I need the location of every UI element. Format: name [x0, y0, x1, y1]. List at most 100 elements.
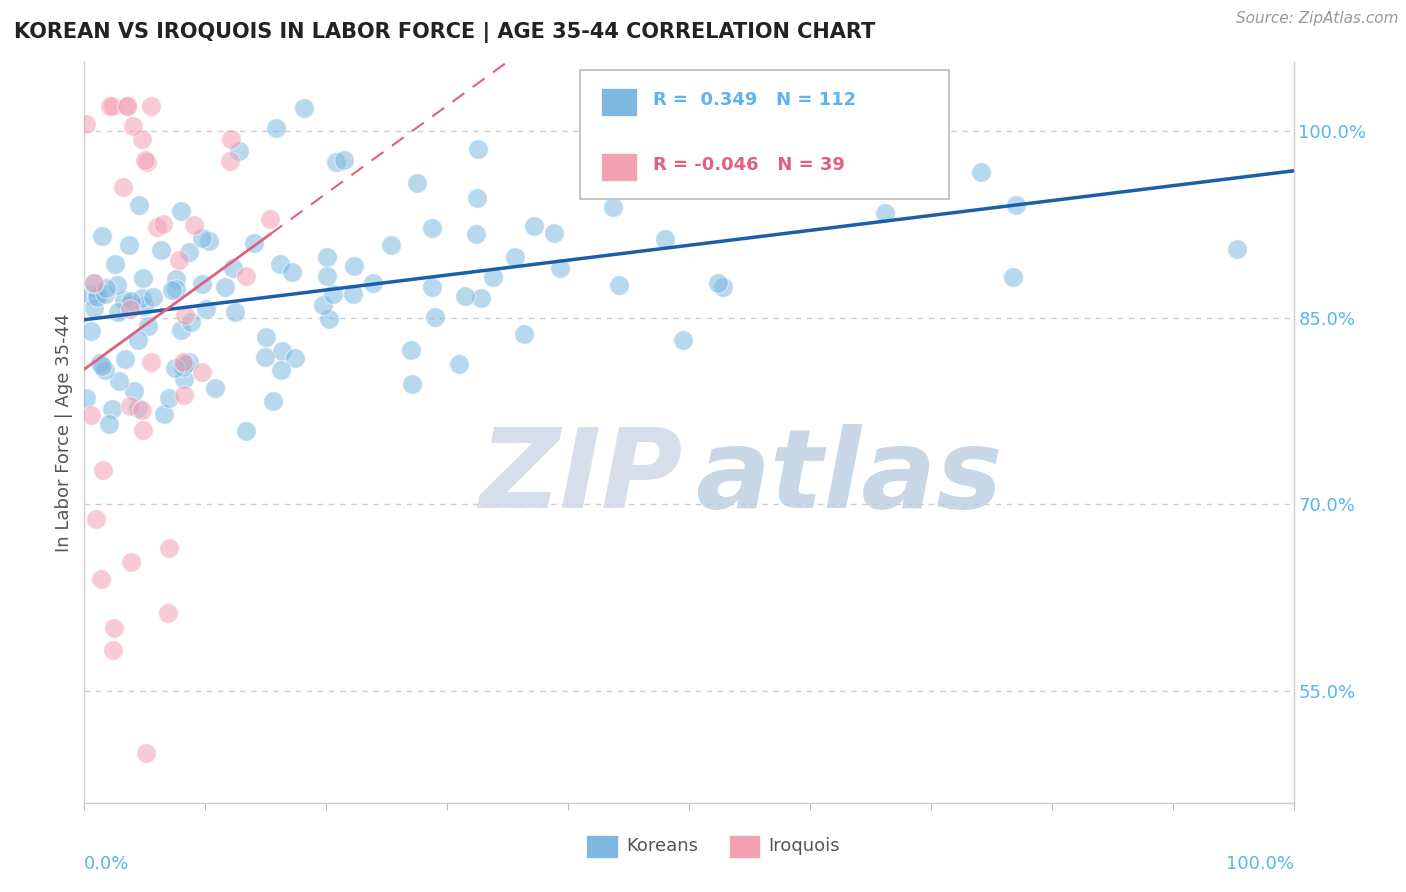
Point [104, 257, 127, 271]
Point [333, 153, 356, 168]
Text: 0.0%: 0.0% [84, 855, 129, 872]
Point [103, 621, 125, 635]
Point [470, 292, 492, 306]
Point [325, 155, 347, 169]
Point [134, 153, 156, 168]
Point [177, 245, 200, 260]
Point [111, 179, 134, 194]
Point [191, 231, 214, 245]
Point [139, 355, 162, 369]
Point [281, 265, 304, 279]
Point [82, 276, 104, 290]
Point [609, 277, 631, 292]
FancyBboxPatch shape [600, 153, 637, 181]
Point [91, 229, 114, 244]
Point [152, 217, 174, 231]
Point [292, 101, 315, 115]
Point [363, 276, 385, 290]
Point [108, 374, 131, 388]
Point [191, 365, 214, 379]
Point [173, 388, 195, 402]
Point [172, 360, 194, 375]
Text: Source: ZipAtlas.com: Source: ZipAtlas.com [1236, 11, 1399, 26]
Point [194, 302, 217, 317]
Point [513, 327, 536, 342]
Point [132, 299, 155, 313]
Point [115, 99, 138, 113]
Point [270, 363, 292, 377]
FancyBboxPatch shape [600, 88, 637, 117]
Point [160, 283, 183, 297]
Point [1226, 243, 1249, 257]
Point [94, 363, 117, 377]
Point [103, 643, 125, 657]
Point [467, 142, 489, 156]
Point [80, 324, 103, 338]
Point [101, 99, 124, 113]
Point [173, 372, 195, 386]
Point [423, 310, 446, 325]
Point [235, 425, 257, 439]
Text: KOREAN VS IROQUOIS IN LABOR FORCE | AGE 35-44 CORRELATION CHART: KOREAN VS IROQUOIS IN LABOR FORCE | AGE … [14, 22, 876, 44]
Point [183, 218, 205, 232]
Point [543, 227, 565, 241]
Point [219, 132, 242, 146]
Point [170, 323, 193, 337]
Point [75, 391, 97, 405]
Point [465, 227, 488, 241]
Point [711, 279, 734, 293]
Point [128, 198, 150, 212]
Point [114, 351, 136, 366]
Point [136, 318, 159, 333]
Text: Koreans: Koreans [626, 838, 697, 855]
Point [266, 121, 288, 136]
Point [399, 343, 422, 358]
Point [380, 238, 402, 252]
Point [173, 355, 195, 369]
Point [142, 290, 165, 304]
Point [122, 384, 145, 399]
Point [127, 401, 149, 415]
Point [173, 357, 195, 371]
Point [131, 131, 153, 145]
Point [157, 541, 180, 555]
Point [254, 350, 277, 364]
Text: ZIP: ZIP [479, 424, 683, 531]
Point [316, 250, 339, 264]
Point [284, 351, 307, 365]
Point [118, 399, 141, 413]
Point [112, 293, 135, 308]
Point [228, 144, 250, 158]
Point [654, 232, 676, 246]
Point [204, 381, 226, 395]
Point [120, 555, 142, 569]
Point [420, 220, 443, 235]
Point [118, 298, 141, 312]
Point [120, 302, 142, 317]
Point [79, 288, 101, 302]
Point [262, 393, 284, 408]
Point [84, 511, 107, 525]
Point [132, 271, 155, 285]
Point [751, 152, 773, 166]
Point [86, 290, 108, 304]
Point [343, 259, 366, 273]
Point [79, 408, 101, 422]
Point [90, 359, 112, 373]
FancyBboxPatch shape [581, 70, 949, 200]
Point [970, 165, 993, 179]
FancyBboxPatch shape [586, 835, 617, 858]
Point [315, 269, 337, 284]
Point [118, 238, 141, 252]
Text: R = -0.046   N = 39: R = -0.046 N = 39 [652, 155, 845, 174]
Point [94, 281, 117, 295]
Point [91, 463, 114, 477]
Point [98, 417, 121, 431]
Point [707, 277, 730, 291]
Point [135, 746, 157, 760]
Point [90, 572, 112, 586]
Point [420, 279, 443, 293]
Point [139, 99, 162, 113]
Point [180, 315, 202, 329]
Point [75, 117, 97, 131]
